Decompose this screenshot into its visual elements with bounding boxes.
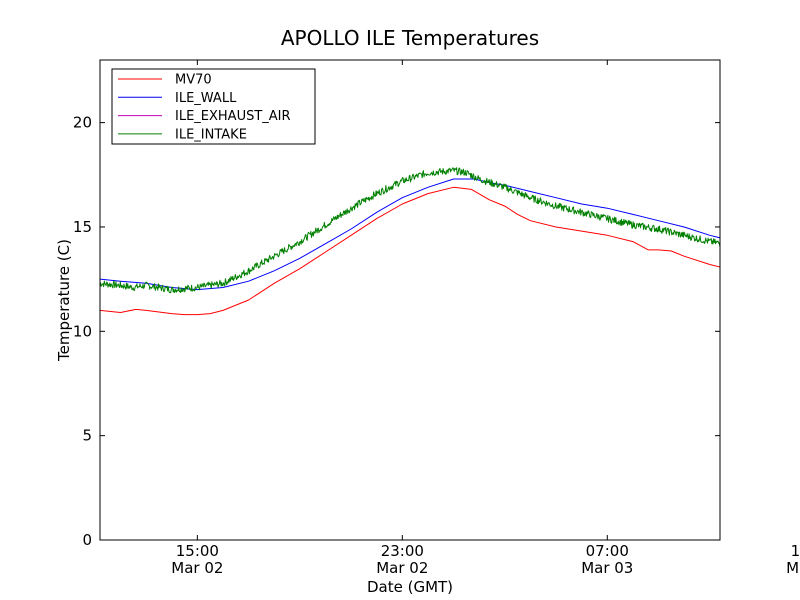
- series-line-ile-wall: [100, 178, 720, 291]
- x-axis-label: Date (GMT): [367, 578, 453, 596]
- y-tick-label: 0: [82, 531, 92, 549]
- series-line-ile-intake: [100, 167, 720, 294]
- x-tick-date-label: Mar 02: [376, 559, 428, 577]
- legend-label-ile-exhaust-air: ILE_EXHAUST_AIR: [175, 109, 291, 124]
- y-tick-label: 15: [73, 218, 92, 236]
- legend: MV70 ILE_WALL ILE_EXHAUST_AIR ILE_INTAKE: [111, 68, 316, 145]
- x-tick-time-label: 15:00: [176, 542, 219, 560]
- chart-title: APOLLO ILE Temperatures: [281, 26, 539, 50]
- series-line-mv70: [100, 186, 720, 316]
- legend-box: [111, 68, 316, 145]
- x-tick-date-label: Mar 02: [171, 559, 223, 577]
- series-layer: [100, 167, 720, 316]
- y-axis-label: Temperature (C): [55, 239, 73, 362]
- x-tick-date-label: Mar 03: [786, 559, 800, 577]
- y-tick-label: 10: [73, 322, 92, 340]
- x-tick-date-label: Mar 03: [581, 559, 633, 577]
- legend-label-ile-wall: ILE_WALL: [175, 91, 237, 106]
- y-tick-label: 5: [82, 427, 92, 445]
- legend-label-ile-intake: ILE_INTAKE: [175, 127, 247, 142]
- legend-label-mv70: MV70: [175, 73, 212, 88]
- x-tick-time-label: 07:00: [586, 542, 629, 560]
- y-tick-label: 20: [73, 114, 92, 132]
- plot-frame: [99, 59, 721, 541]
- x-tick-time-label: 15:00: [791, 542, 800, 560]
- x-tick-time-label: 23:00: [381, 542, 424, 560]
